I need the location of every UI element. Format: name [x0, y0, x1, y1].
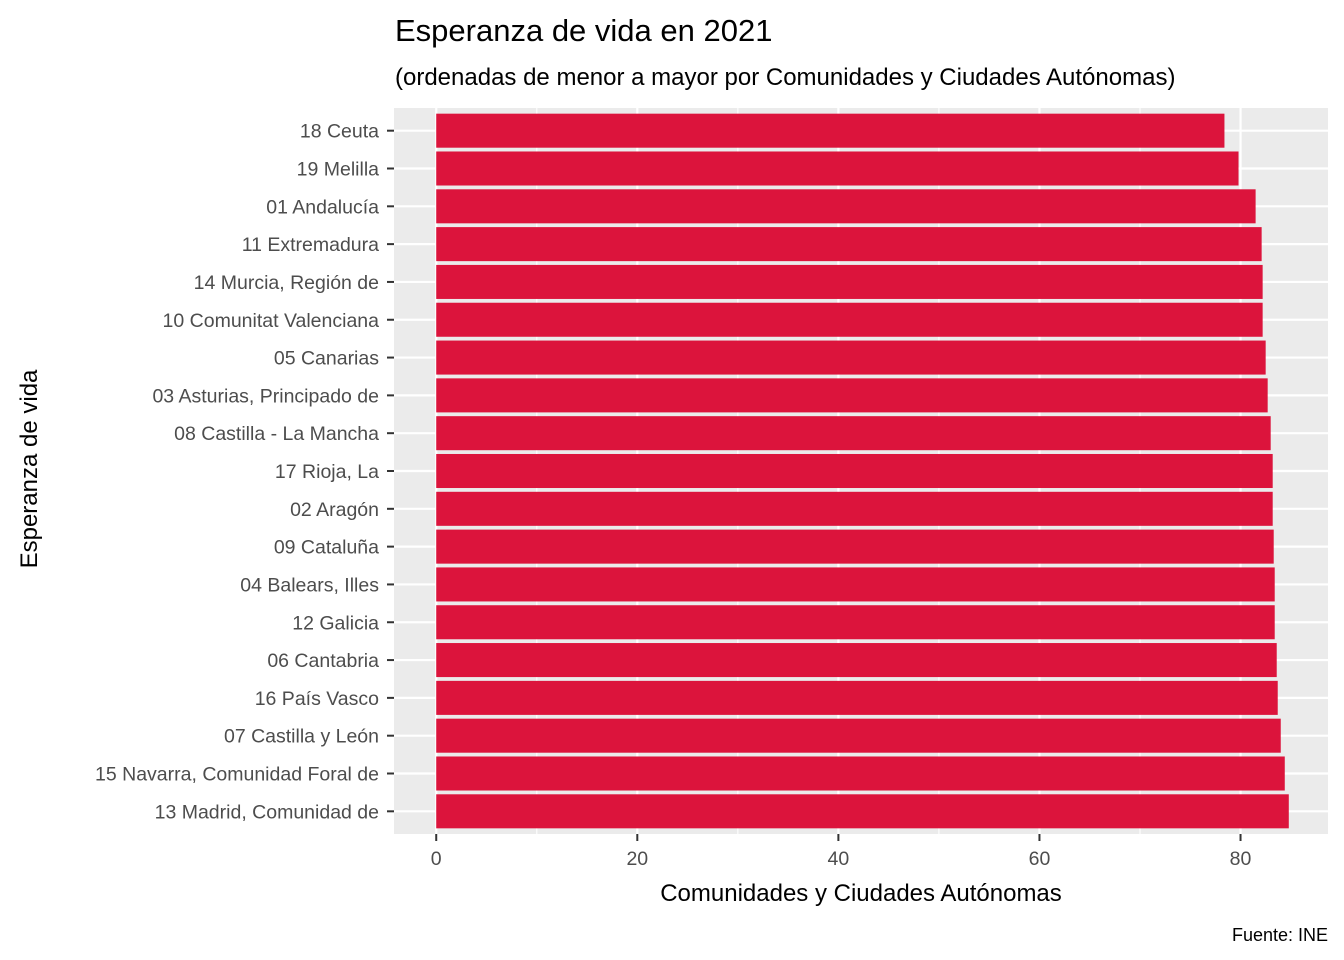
bar	[436, 567, 1275, 602]
x-tick-label: 60	[1029, 848, 1051, 870]
bar	[436, 113, 1225, 148]
y-tick-label: 05 Canarias	[274, 348, 379, 370]
y-tick-label: 19 Melilla	[297, 159, 380, 181]
y-axis-title: Esperanza de vida	[16, 369, 43, 568]
bar	[436, 189, 1256, 224]
x-axis: 0 20 40 60 80	[431, 834, 1252, 870]
bars	[436, 113, 1289, 829]
y-tick-label: 13 Madrid, Comunidad de	[155, 801, 379, 823]
y-tick-label: 09 Cataluña	[274, 537, 379, 559]
y-tick-label: 10 Comunitat Valenciana	[163, 310, 380, 332]
chart-title: Esperanza de vida en 2021	[395, 13, 772, 48]
x-axis-title: Comunidades y Ciudades Autónomas	[660, 880, 1062, 907]
y-tick-label: 18 Ceuta	[300, 121, 379, 143]
chart-subtitle: (ordenadas de menor a mayor por Comunida…	[395, 64, 1175, 91]
y-tick-label: 06 Cantabria	[267, 650, 379, 672]
y-tick-label: 16 País Vasco	[255, 688, 379, 710]
bar	[436, 529, 1274, 564]
bar	[436, 453, 1273, 489]
x-tick-label: 40	[828, 848, 850, 870]
y-axis: 18 Ceuta 19 Melilla 01 Andalucía 11 Extrema…	[95, 121, 394, 823]
y-tick-label: 08 Castilla - La Mancha	[174, 423, 379, 445]
x-tick-label: 80	[1230, 848, 1252, 870]
bar	[436, 227, 1262, 262]
y-tick-label: 04 Balears, Illes	[240, 574, 379, 596]
y-tick-label: 17 Rioja, La	[275, 461, 379, 483]
y-tick-label: 12 Galicia	[292, 612, 379, 634]
bar	[436, 643, 1277, 678]
y-tick-label: 11 Extremadura	[242, 234, 379, 256]
bar	[436, 794, 1289, 829]
bar	[436, 756, 1285, 791]
bar	[436, 680, 1278, 715]
caption: Fuente: INE	[1232, 925, 1328, 945]
bar	[436, 264, 1263, 299]
bar	[436, 605, 1275, 640]
y-tick-label: 01 Andalucía	[266, 196, 379, 218]
y-tick-label: 14 Murcia, Región de	[194, 272, 379, 294]
bar	[436, 378, 1268, 413]
y-tick-label: 15 Navarra, Comunidad Foral de	[95, 764, 379, 786]
bar	[436, 416, 1271, 451]
bar	[436, 718, 1281, 753]
y-tick-label: 03 Asturias, Principado de	[152, 385, 379, 407]
bar	[436, 302, 1263, 337]
bar	[436, 151, 1239, 186]
y-tick-label: 07 Castilla y León	[224, 726, 379, 748]
x-tick-label: 20	[626, 848, 648, 870]
bar	[436, 491, 1273, 526]
y-tick-label: 02 Aragón	[290, 499, 379, 521]
x-tick-label: 0	[431, 848, 442, 870]
bar	[436, 340, 1266, 375]
